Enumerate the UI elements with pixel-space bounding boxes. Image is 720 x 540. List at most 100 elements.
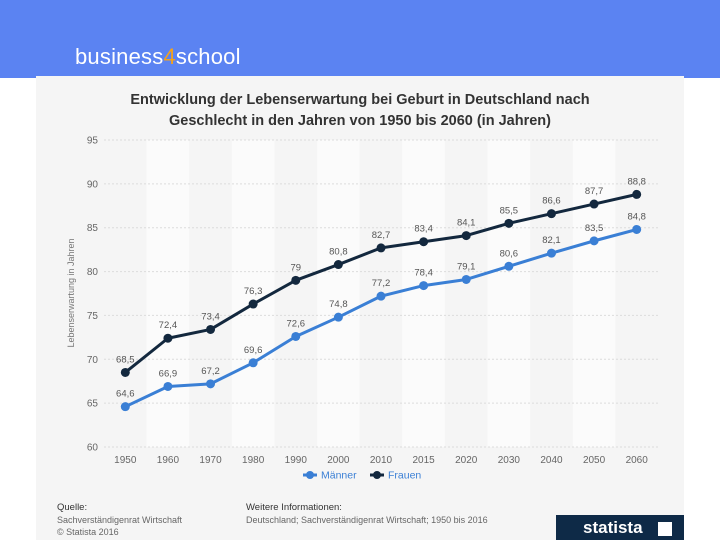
column-band [444,140,488,447]
data-point [504,218,514,228]
column-band [104,140,147,447]
data-label: 79 [290,262,301,273]
x-tick-label: 1950 [114,455,137,466]
x-tick-label: 2030 [498,455,521,466]
data-label: 72,4 [159,320,178,331]
y-axis-label: Lebenserwartung in Jahren [66,238,76,347]
data-point [589,199,599,209]
column-band [146,140,190,447]
column-band [487,140,531,447]
data-label: 76,3 [244,286,263,297]
y-tick-label: 80 [87,267,99,278]
data-label: 66,9 [159,368,178,379]
statista-logo-mark-icon [658,522,672,536]
data-point [461,231,471,241]
x-tick-label: 2040 [540,455,563,466]
data-label: 79,1 [457,261,476,272]
data-point [206,379,216,389]
column-band [189,140,232,447]
data-point [333,312,343,322]
data-label: 83,5 [585,223,604,234]
brand-logo: business4school [75,44,241,69]
x-tick-label: 1970 [199,455,222,466]
info-block: Weitere Informationen: Deutschland; Sach… [246,502,488,526]
header-banner [0,0,720,78]
data-label: 69,6 [244,345,263,356]
data-label: 82,7 [372,230,391,241]
data-point [419,237,429,247]
legend-swatch-marker [373,471,381,479]
y-tick-label: 90 [87,179,99,190]
x-tick-label: 1980 [242,455,265,466]
data-point [120,402,130,412]
data-point [206,324,216,334]
data-label: 77,2 [372,278,391,289]
data-label: 84,1 [457,218,476,229]
data-point [248,358,258,368]
x-tick-label: 2010 [370,455,393,466]
data-label: 86,6 [542,196,561,207]
data-point [546,248,556,258]
data-label: 84,8 [627,211,646,222]
data-label: 72,6 [287,318,306,329]
data-point [163,381,173,391]
x-tick-label: 2060 [626,455,649,466]
data-point [291,331,301,341]
data-point [546,209,556,219]
source-text: Sachverständigenrat Wirtschaft [57,515,183,525]
y-tick-label: 60 [87,443,99,454]
y-tick-label: 65 [87,399,99,410]
chart-title-line-2: Geschlecht in den Jahren von 1950 bis 20… [169,113,551,129]
data-label: 73,4 [201,311,220,322]
statista-logo-text: statista [583,518,643,537]
data-point [461,274,471,284]
data-label: 74,8 [329,299,348,310]
x-tick-label: 2000 [327,455,350,466]
data-point [333,260,343,270]
column-band [274,140,318,447]
legend-label: Frauen [388,470,421,482]
data-label: 80,6 [500,248,519,259]
data-point [419,281,429,291]
y-tick-label: 85 [87,223,99,234]
data-point [163,333,173,343]
y-tick-label: 70 [87,355,99,366]
source-heading: Quelle: [57,502,88,513]
source-block: Quelle: Sachverständigenrat Wirtschaft ©… [57,502,182,538]
data-label: 85,5 [500,205,519,216]
legend-swatch-marker [306,471,314,479]
data-point [376,243,386,253]
legend-label: Männer [321,470,357,482]
data-label: 82,1 [542,235,561,246]
data-point [120,367,130,377]
column-band [231,140,275,447]
column-band [530,140,573,447]
data-point [632,189,642,199]
data-label: 80,8 [329,247,348,258]
data-label: 87,7 [585,186,604,197]
chart-title: Entwicklung der Lebenserwartung bei Gebu… [36,90,684,132]
chart-title-line-1: Entwicklung der Lebenserwartung bei Gebu… [130,92,590,108]
copyright-text: © Statista 2016 [57,527,119,537]
x-tick-label: 2050 [583,455,606,466]
x-tick-label: 1990 [285,455,308,466]
data-label: 68,5 [116,354,135,365]
x-tick-label: 2020 [455,455,478,466]
data-point [504,261,514,271]
data-point [632,224,642,234]
data-label: 67,2 [201,366,220,377]
data-label: 78,4 [414,268,433,279]
y-tick-label: 75 [87,311,99,322]
data-point [376,291,386,301]
data-label: 83,4 [414,224,433,235]
data-point [291,275,301,285]
data-point [589,236,599,246]
y-tick-label: 95 [87,136,99,147]
info-text: Deutschland; Sachverständigenrat Wirtsch… [246,515,488,525]
data-point [248,299,258,309]
info-heading: Weitere Informationen: [246,502,342,513]
column-band [402,140,445,447]
x-tick-label: 1960 [157,455,180,466]
data-label: 64,6 [116,389,135,400]
